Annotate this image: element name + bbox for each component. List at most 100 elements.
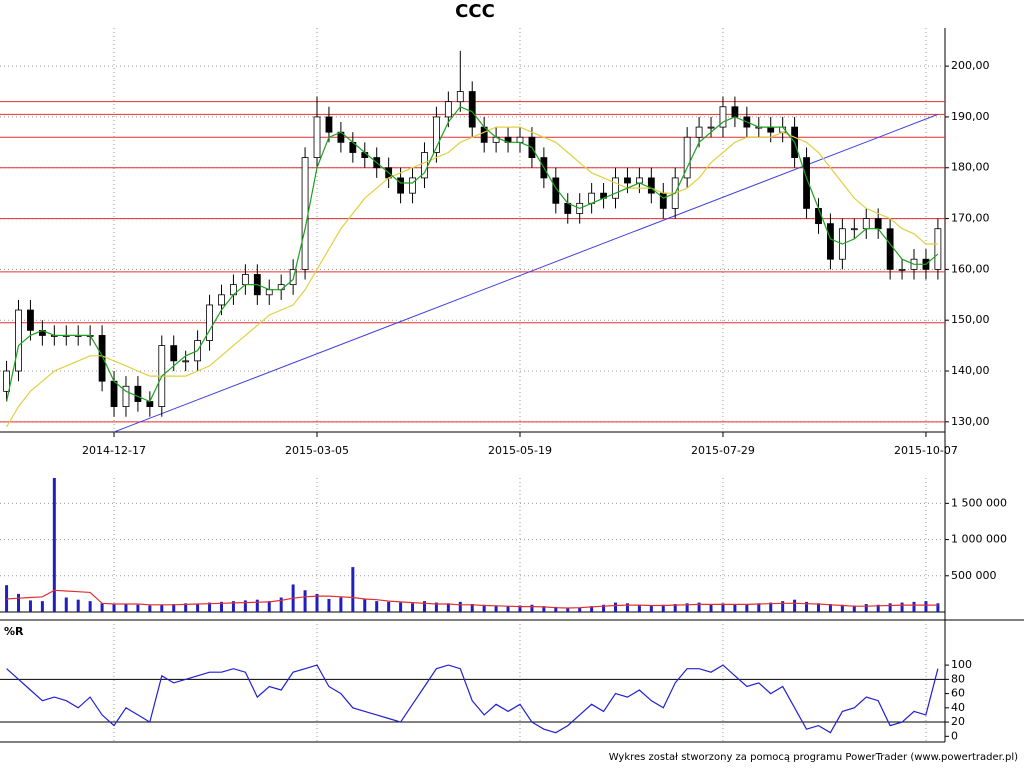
volume-bar	[590, 606, 594, 612]
candle-body	[612, 177, 619, 199]
volume-bar	[351, 567, 355, 612]
volume-bar	[52, 478, 56, 612]
volume-bar	[542, 606, 546, 612]
volume-bar	[805, 601, 809, 612]
volume-bar	[506, 606, 510, 612]
volume-bar	[566, 607, 570, 612]
volume-bar	[363, 598, 367, 612]
candle-body	[719, 106, 727, 128]
volume-bar	[637, 604, 641, 612]
candle-body	[3, 370, 10, 392]
y-tick-label: 170,00	[951, 212, 990, 225]
candle-body	[170, 345, 178, 362]
y-tick-label: 190,00	[951, 110, 990, 123]
volume-bar	[399, 602, 403, 612]
volume-bar	[339, 597, 343, 612]
y-tick-label: 1 000 000	[951, 533, 1007, 546]
candle-body	[433, 116, 440, 153]
volume-bar	[852, 605, 856, 612]
volume-bar	[64, 597, 68, 612]
candle-body	[659, 192, 667, 209]
volume-bar	[387, 601, 391, 612]
y-tick-label: 100	[951, 658, 972, 671]
candle-body	[313, 116, 321, 158]
candle-body	[647, 177, 655, 194]
y-tick-label: 80	[951, 672, 965, 685]
volume-bar	[303, 590, 307, 612]
volume-bar	[912, 601, 916, 612]
volume-bar	[446, 603, 450, 612]
volume-bar	[327, 598, 331, 612]
volume-bar	[721, 603, 725, 612]
candle-body	[862, 218, 870, 230]
volume-bar	[255, 599, 259, 612]
candle-body	[134, 385, 142, 402]
y-tick-label: 60	[951, 687, 965, 700]
candle-body	[468, 91, 476, 128]
y-tick-label: 160,00	[951, 262, 990, 275]
volume-bar	[793, 599, 797, 612]
y-tick-label: 200,00	[951, 59, 990, 72]
x-tick-label: 2015-03-05	[285, 444, 349, 457]
y-tick-label: 140,00	[951, 364, 990, 377]
candle-body	[683, 136, 691, 179]
candle-body	[815, 208, 822, 225]
candle-body	[182, 360, 190, 363]
volume-bar	[673, 604, 677, 612]
volume-bar	[411, 603, 415, 612]
candle-body	[397, 177, 404, 194]
candle-body	[886, 228, 894, 270]
volume-bar	[458, 601, 462, 612]
x-tick-label: 2015-07-29	[691, 444, 755, 457]
candle-body	[265, 289, 273, 296]
volume-bar	[840, 604, 844, 612]
volume-bar	[781, 601, 785, 612]
candle-body	[934, 228, 942, 270]
volume-bar	[5, 585, 9, 612]
volume-bar	[900, 602, 904, 612]
candle-body	[241, 274, 249, 286]
volume-bar	[685, 603, 689, 612]
panel-title: %R	[4, 625, 24, 638]
chart-title: CCC	[455, 1, 495, 22]
volume-bar	[208, 602, 212, 612]
volume-bar	[422, 601, 426, 612]
candle-body	[731, 106, 739, 118]
candle-body	[850, 228, 858, 231]
volume-bar	[757, 603, 761, 612]
volume-bar	[243, 600, 247, 612]
candle-body	[552, 177, 560, 204]
candle-body	[898, 268, 906, 271]
volume-bar	[160, 604, 164, 612]
volume-bar	[470, 604, 474, 612]
volume-average	[6, 589, 938, 609]
volume-bar	[828, 604, 832, 612]
williams-r-line	[6, 664, 939, 734]
y-tick-label: 20	[951, 715, 965, 728]
trend-line	[113, 113, 939, 433]
volume-bar	[172, 604, 176, 612]
y-tick-label: 180,00	[951, 161, 990, 174]
candle-body	[444, 101, 452, 118]
y-tick-label: 150,00	[951, 313, 990, 326]
x-tick-label: 2014-12-17	[82, 444, 146, 457]
candle-body	[15, 309, 22, 372]
volume-bar	[17, 593, 21, 612]
volume-bar	[28, 600, 32, 612]
candle-body	[635, 177, 643, 184]
volume-bar	[136, 604, 140, 612]
candle-body	[456, 91, 464, 103]
volume-bar	[864, 604, 868, 612]
candle-body	[146, 401, 154, 407]
candle-body	[803, 157, 810, 209]
volume-bar	[625, 603, 629, 612]
candle-body	[827, 223, 834, 260]
volume-bar	[578, 607, 582, 612]
volume-bar	[816, 603, 820, 612]
volume-bar	[554, 606, 558, 612]
y-tick-label: 40	[951, 701, 965, 714]
volume-bar	[661, 604, 665, 612]
volume-bar	[924, 601, 928, 612]
volume-bar	[40, 601, 44, 612]
volume-bar	[745, 604, 749, 612]
